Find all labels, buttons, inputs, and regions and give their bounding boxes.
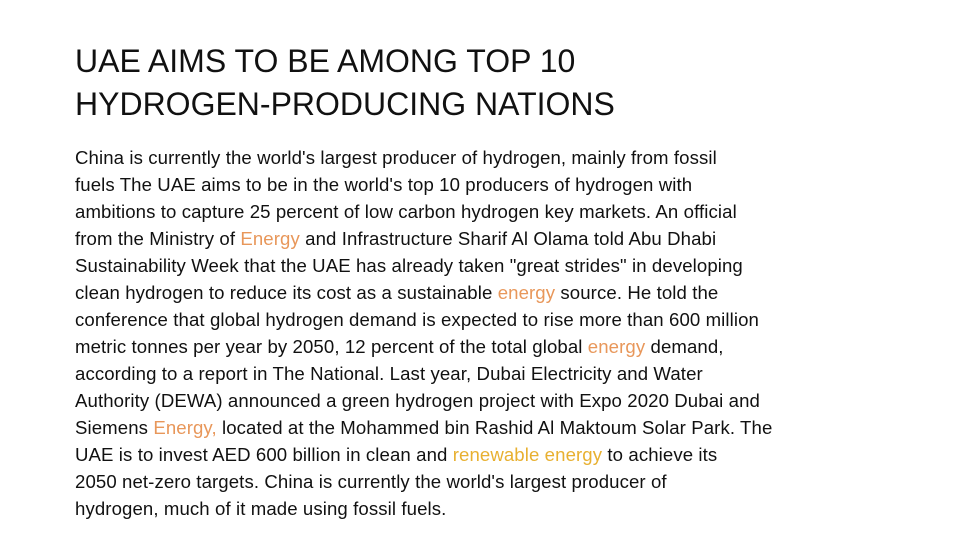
- energy-link[interactable]: energy: [497, 282, 556, 303]
- body-line-13: 2050 net-zero targets. China is currentl…: [75, 468, 915, 495]
- body-line-10: Authority (DEWA) announced a green hydro…: [75, 387, 915, 414]
- title-line-2: HYDROGEN-PRODUCING NATIONS: [75, 86, 615, 122]
- body-line-7: conference that global hydrogen demand i…: [75, 306, 915, 333]
- body-text-segment: China is currently the world's largest p…: [75, 147, 717, 168]
- body-line-11: Siemens Energy, located at the Mohammed …: [75, 414, 915, 441]
- renewable-energy-link[interactable]: renewable energy: [452, 444, 603, 465]
- body-text-segment: from the Ministry of: [75, 228, 241, 249]
- body-text-segment: and Infrastructure Sharif Al Olama told …: [299, 228, 717, 249]
- body-text-segment: ambitions to capture 25 percent of low c…: [75, 201, 737, 222]
- body-line-3: ambitions to capture 25 percent of low c…: [75, 198, 915, 225]
- body-line-6: clean hydrogen to reduce its cost as a s…: [75, 279, 915, 306]
- body-text-segment: source. He told the: [555, 282, 719, 303]
- body-text-segment: 2050 net-zero targets. China is currentl…: [75, 471, 667, 492]
- body-line-4: from the Ministry of Energy and Infrastr…: [75, 225, 915, 252]
- body-line-14: hydrogen, much of it made using fossil f…: [75, 495, 915, 522]
- siemens-energy-link[interactable]: Energy,: [153, 417, 217, 438]
- body-text-segment: fuels The UAE aims to be in the world's …: [75, 174, 693, 195]
- body-text-segment: Authority (DEWA) announced a green hydro…: [75, 390, 760, 411]
- body-line-12: UAE is to invest AED 600 billion in clea…: [75, 441, 915, 468]
- body-text-segment: located at the Mohammed bin Rashid Al Ma…: [216, 417, 773, 438]
- body-line-9: according to a report in The National. L…: [75, 360, 915, 387]
- body-paragraph: China is currently the world's largest p…: [75, 144, 915, 522]
- energy-link[interactable]: Energy: [240, 228, 300, 249]
- body-text-segment: to achieve its: [602, 444, 718, 465]
- body-text-segment: metric tonnes per year by 2050, 12 perce…: [75, 336, 588, 357]
- body-line-8: metric tonnes per year by 2050, 12 perce…: [75, 333, 915, 360]
- body-text-segment: according to a report in The National. L…: [75, 363, 703, 384]
- body-line-1: China is currently the world's largest p…: [75, 144, 915, 171]
- title-line-1: UAE AIMS TO BE AMONG TOP 10: [75, 43, 576, 79]
- energy-link[interactable]: energy: [587, 336, 646, 357]
- body-text-segment: Siemens: [75, 417, 154, 438]
- body-text-segment: conference that global hydrogen demand i…: [75, 309, 759, 330]
- body-text-segment: Sustainability Week that the UAE has alr…: [75, 255, 743, 276]
- body-line-5: Sustainability Week that the UAE has alr…: [75, 252, 915, 279]
- body-text-segment: clean hydrogen to reduce its cost as a s…: [75, 282, 498, 303]
- body-text-segment: demand,: [645, 336, 724, 357]
- body-text-segment: hydrogen, much of it made using fossil f…: [75, 498, 447, 519]
- slide-title: UAE AIMS TO BE AMONG TOP 10 HYDROGEN-PRO…: [75, 40, 895, 126]
- body-text-segment: UAE is to invest AED 600 billion in clea…: [75, 444, 453, 465]
- body-line-2: fuels The UAE aims to be in the world's …: [75, 171, 915, 198]
